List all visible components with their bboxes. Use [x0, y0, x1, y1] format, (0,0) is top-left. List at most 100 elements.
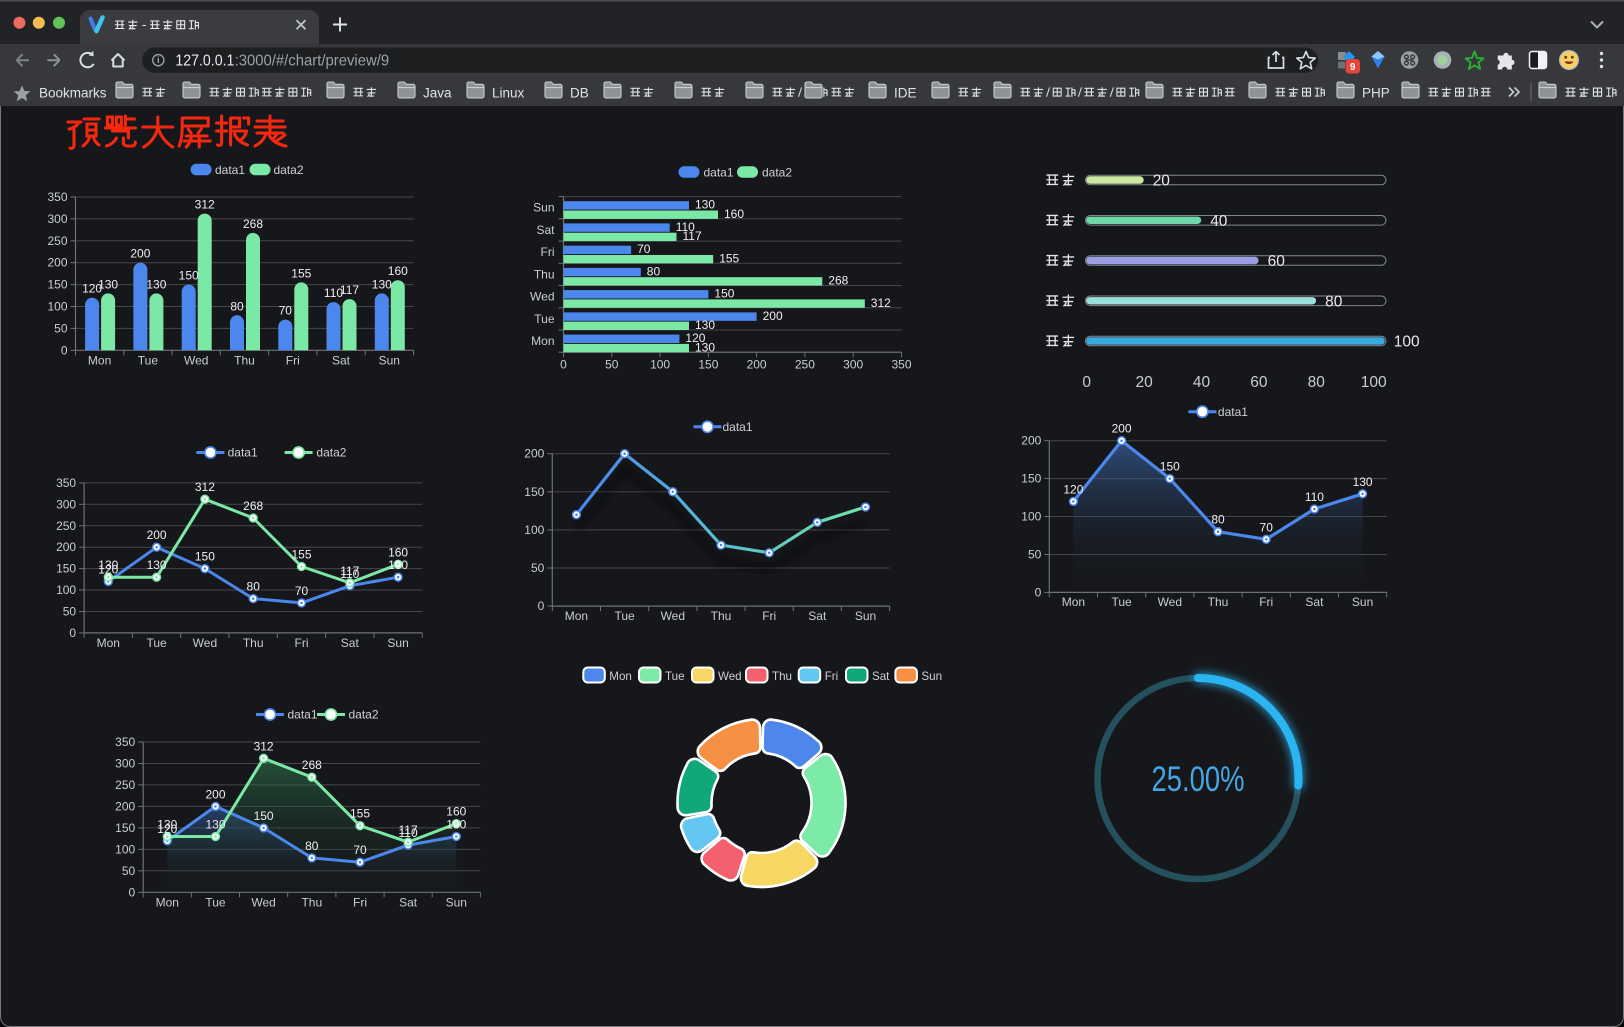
svg-text:80: 80: [1308, 374, 1326, 391]
svg-text:117: 117: [683, 229, 702, 243]
svg-text:Thu: Thu: [534, 267, 555, 281]
svg-text:Mon: Mon: [609, 670, 632, 683]
svg-text:Wed: Wed: [1158, 595, 1182, 609]
svg-text:0: 0: [1082, 374, 1091, 391]
svg-text:80: 80: [247, 580, 261, 594]
svg-text:Linux: Linux: [492, 85, 525, 100]
svg-text:150: 150: [179, 269, 199, 283]
svg-text:60: 60: [1268, 253, 1286, 270]
svg-text:25.00%: 25.00%: [1152, 760, 1245, 799]
svg-text:Wed: Wed: [184, 354, 208, 368]
svg-text:70: 70: [637, 242, 651, 256]
svg-text:110: 110: [1305, 490, 1324, 504]
svg-text:Mon: Mon: [88, 354, 111, 368]
svg-text:130: 130: [695, 198, 715, 212]
svg-text:Wed: Wed: [251, 896, 275, 910]
svg-text:150: 150: [524, 485, 544, 499]
svg-text:Sun: Sun: [387, 636, 408, 650]
svg-text:Tue: Tue: [146, 636, 167, 650]
svg-text:40: 40: [1193, 374, 1211, 391]
svg-text:200: 200: [524, 447, 544, 461]
svg-text:Sun: Sun: [855, 609, 876, 623]
svg-text:312: 312: [195, 480, 215, 494]
svg-text:200: 200: [1021, 434, 1041, 448]
svg-text:0: 0: [560, 358, 567, 372]
svg-text:200: 200: [47, 256, 67, 270]
svg-text:300: 300: [843, 358, 863, 372]
svg-text:300: 300: [47, 212, 67, 226]
svg-text:150: 150: [115, 821, 135, 835]
svg-text:Sun: Sun: [533, 201, 554, 215]
svg-text:Thu: Thu: [1208, 595, 1229, 609]
svg-text:155: 155: [291, 548, 311, 562]
svg-text:Fri: Fri: [762, 609, 776, 623]
svg-text:Sun: Sun: [446, 896, 467, 910]
svg-text:150: 150: [56, 562, 76, 576]
svg-text:Wed: Wed: [661, 609, 685, 623]
svg-text:250: 250: [795, 358, 815, 372]
svg-text:150: 150: [47, 278, 67, 292]
svg-text:Thu: Thu: [772, 670, 792, 683]
svg-text:100: 100: [1021, 510, 1041, 524]
svg-text:350: 350: [115, 735, 135, 749]
svg-text:Tue: Tue: [534, 312, 555, 326]
svg-text:80: 80: [1211, 513, 1225, 527]
svg-text:130: 130: [446, 818, 466, 832]
svg-text:200: 200: [115, 799, 135, 813]
svg-text:130: 130: [205, 818, 225, 832]
svg-text:120: 120: [157, 822, 177, 836]
svg-text:Sun: Sun: [1352, 595, 1373, 609]
svg-text:268: 268: [243, 499, 263, 513]
svg-text:150: 150: [714, 287, 734, 301]
svg-text:Thu: Thu: [301, 896, 322, 910]
svg-text:150: 150: [1160, 460, 1180, 474]
svg-text:110: 110: [676, 220, 695, 234]
svg-text:0: 0: [69, 626, 76, 640]
svg-text:50: 50: [54, 321, 68, 335]
svg-text:Sun: Sun: [379, 354, 400, 368]
svg-text:155: 155: [350, 807, 370, 821]
svg-text:50: 50: [605, 358, 619, 372]
svg-text:117: 117: [340, 564, 359, 578]
svg-text:50: 50: [531, 561, 545, 575]
svg-text:0: 0: [129, 885, 136, 899]
svg-text:Wed: Wed: [193, 636, 217, 650]
svg-text:200: 200: [1112, 422, 1132, 436]
svg-text:Tue: Tue: [138, 354, 159, 368]
svg-text:50: 50: [122, 864, 136, 878]
svg-text:160: 160: [724, 207, 744, 221]
svg-text:300: 300: [56, 497, 76, 511]
svg-text:130: 130: [695, 318, 715, 332]
svg-text:200: 200: [763, 309, 783, 323]
svg-text:200: 200: [205, 787, 225, 801]
svg-text:100: 100: [56, 583, 76, 597]
svg-text:268: 268: [828, 274, 848, 288]
svg-text:Tue: Tue: [665, 670, 685, 683]
svg-text:130: 130: [146, 277, 166, 291]
svg-text:155: 155: [291, 266, 311, 280]
svg-text:Sun: Sun: [921, 670, 942, 683]
svg-text:Sat: Sat: [808, 609, 827, 623]
svg-text:Wed: Wed: [530, 290, 554, 304]
svg-text:data2: data2: [762, 166, 792, 180]
svg-text:data2: data2: [349, 708, 379, 722]
svg-text:50: 50: [63, 605, 77, 619]
svg-text:Mon: Mon: [1062, 595, 1085, 609]
svg-text:data1: data1: [1218, 405, 1248, 419]
svg-text:Sat: Sat: [872, 670, 890, 683]
svg-text:0: 0: [538, 599, 545, 613]
svg-text:120: 120: [685, 331, 705, 345]
svg-text:250: 250: [56, 519, 76, 533]
svg-text:Fri: Fri: [825, 670, 839, 683]
svg-text:110: 110: [399, 826, 418, 840]
svg-text:Wed: Wed: [718, 670, 742, 683]
svg-text:130: 130: [1353, 475, 1373, 489]
svg-text:data1: data1: [215, 163, 245, 177]
svg-text:120: 120: [98, 563, 118, 577]
svg-text:200: 200: [747, 358, 767, 372]
svg-text:350: 350: [47, 190, 67, 204]
svg-text:9: 9: [1350, 62, 1356, 73]
svg-text:Sat: Sat: [332, 354, 351, 368]
svg-text:100: 100: [1361, 374, 1387, 391]
svg-text:160: 160: [446, 805, 466, 819]
